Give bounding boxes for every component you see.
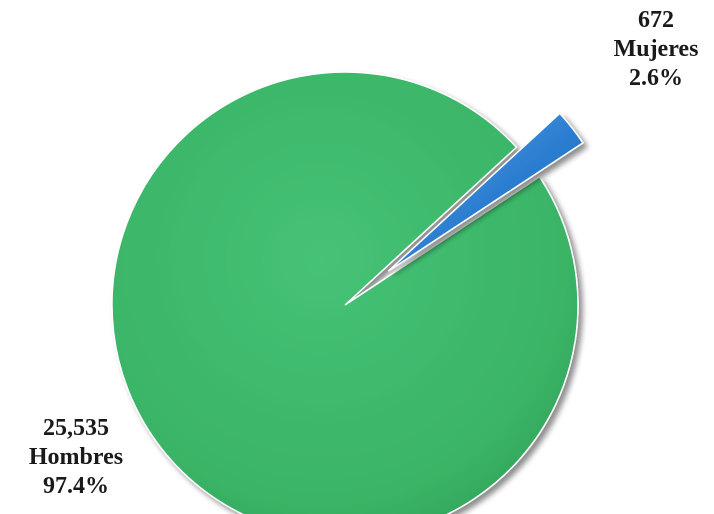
pie-slice-hombres (111, 71, 579, 514)
data-label-mujeres: 672 Mujeres 2.6% (606, 6, 706, 93)
data-label-mujeres-count: 672 (638, 7, 674, 33)
data-label-hombres-category: Hombres (28, 444, 124, 470)
slice-layer (111, 71, 584, 514)
data-label-mujeres-category: Mujeres (613, 36, 699, 62)
data-label-hombres-percent: 97.4% (43, 473, 109, 499)
data-label-hombres-count: 25,535 (43, 415, 109, 441)
data-label-mujeres-percent: 2.6% (629, 65, 683, 91)
pie-slice-mujeres (387, 112, 584, 272)
data-label-hombres: 25,535 Hombres 97.4% (6, 414, 146, 501)
